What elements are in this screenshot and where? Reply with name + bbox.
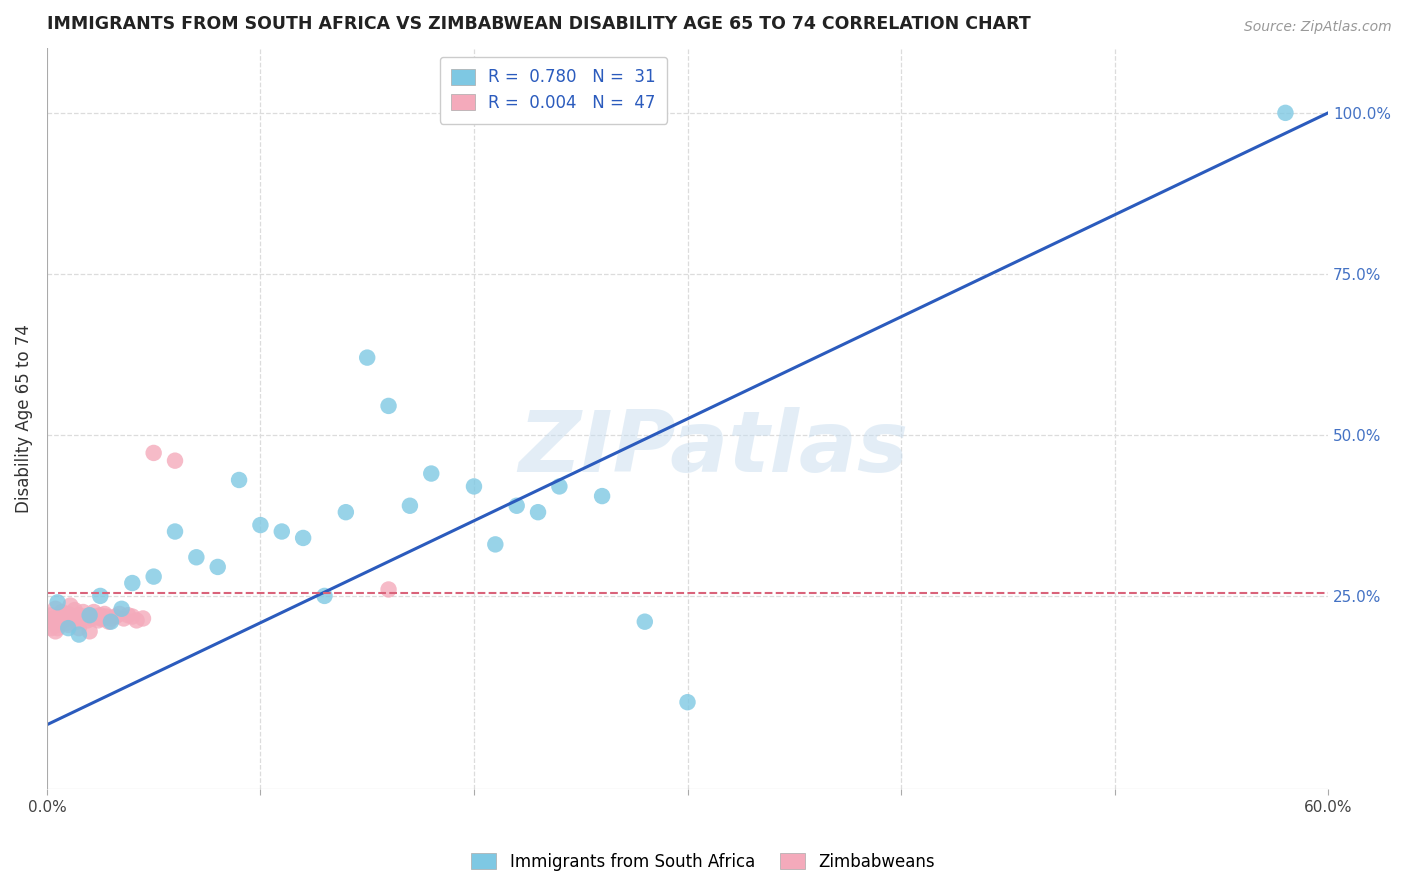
Point [46,621,69,635]
Point [79,608,101,623]
Point [48,609,70,624]
Point [163,453,186,467]
Point [420,467,443,481]
Point [58,621,80,635]
Point [63,603,86,617]
Point [44,624,66,639]
Point [89,608,111,623]
Point [44,602,66,616]
Text: IMMIGRANTS FROM SOUTH AFRICA VS ZIMBABWEAN DISABILITY AGE 65 TO 74 CORRELATION C: IMMIGRANTS FROM SOUTH AFRICA VS ZIMBABWE… [46,15,1031,33]
Point [79,624,101,639]
Text: Source: ZipAtlas.com: Source: ZipAtlas.com [1244,20,1392,34]
Point [58,618,80,632]
Point [112,611,135,625]
Point [84,609,107,624]
Point [46,618,69,632]
Point [591,489,613,503]
Point [1274,106,1296,120]
Point [42,611,65,625]
Point [42,615,65,629]
Point [228,473,250,487]
Point [93,607,115,621]
Point [70,611,93,625]
Point [67,608,90,623]
Point [548,479,571,493]
Y-axis label: Disability Age 65 to 74: Disability Age 65 to 74 [15,325,32,513]
Point [527,505,550,519]
Point [52,614,75,628]
Point [76,614,98,628]
Point [67,627,90,641]
Point [62,611,84,625]
Point [55,615,77,630]
Point [79,608,101,623]
Point [96,609,118,624]
Point [75,609,97,624]
Point [676,695,699,709]
Point [121,609,143,624]
Point [356,351,378,365]
Point [186,550,208,565]
Point [142,446,165,460]
Point [89,589,111,603]
Point [314,589,336,603]
Point [91,611,114,625]
Point [39,608,62,623]
Point [117,608,139,623]
Point [634,615,657,629]
Point [83,605,105,619]
Point [97,615,120,629]
Point [66,615,89,629]
Point [80,611,103,625]
Legend: Immigrants from South Africa, Zimbabweans: Immigrants from South Africa, Zimbabwean… [463,845,943,880]
Point [67,621,90,635]
Point [207,560,229,574]
Text: ZIPatlas: ZIPatlas [517,407,908,490]
Point [142,569,165,583]
Point [39,621,62,635]
Point [121,576,143,591]
Point [463,479,485,493]
Point [100,611,122,625]
Point [377,399,399,413]
Point [89,611,111,625]
Point [72,605,94,619]
Point [58,607,80,621]
Point [108,607,131,621]
Point [505,499,527,513]
Point [484,537,506,551]
Point [111,602,134,616]
Point [163,524,186,539]
Point [335,505,357,519]
Point [59,599,82,613]
Point [87,614,110,628]
Point [51,605,73,619]
Point [132,611,155,625]
Point [104,609,127,624]
Point [125,614,148,628]
Point [399,499,422,513]
Point [270,524,292,539]
Point [377,582,399,597]
Point [46,595,69,609]
Point [292,531,315,545]
Point [100,615,122,629]
Legend: R =  0.780   N =  31, R =  0.004   N =  47: R = 0.780 N = 31, R = 0.004 N = 47 [440,57,668,124]
Point [249,518,271,533]
